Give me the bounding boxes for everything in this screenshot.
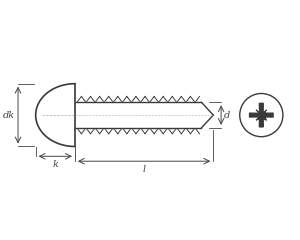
- Text: k: k: [52, 160, 58, 169]
- Polygon shape: [260, 103, 263, 115]
- Polygon shape: [36, 84, 75, 146]
- Polygon shape: [260, 115, 263, 127]
- Polygon shape: [75, 102, 202, 128]
- Polygon shape: [250, 113, 261, 117]
- Text: l: l: [142, 165, 146, 174]
- Polygon shape: [258, 112, 265, 119]
- Text: d: d: [224, 111, 230, 120]
- Polygon shape: [261, 113, 273, 117]
- Text: dk: dk: [3, 111, 15, 120]
